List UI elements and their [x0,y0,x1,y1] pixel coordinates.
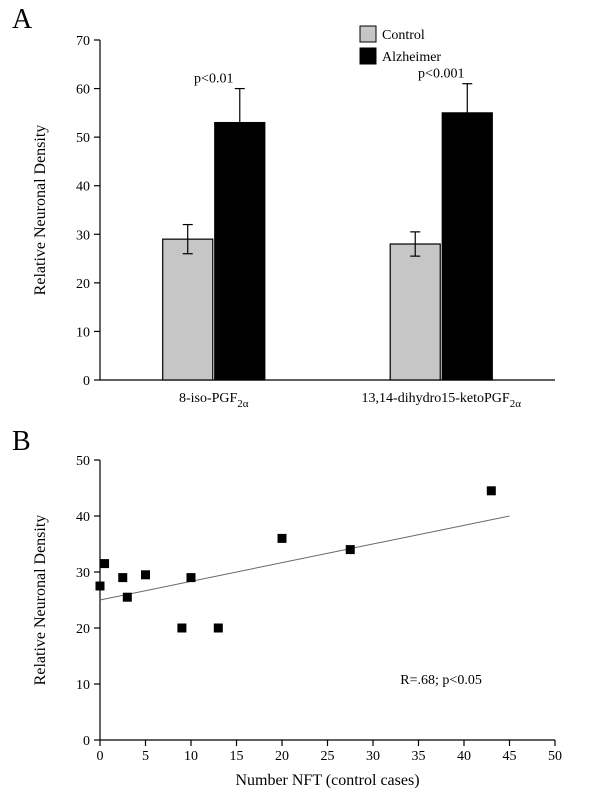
svg-text:35: 35 [412,749,426,764]
category-label-1: 13,14-dihydro15-ketoPGF2α [362,391,522,410]
pvalue-0: p<0.01 [194,72,233,87]
svg-text:5: 5 [142,749,149,764]
scatter-point-8 [278,534,287,543]
scatter-point-4 [141,570,150,579]
svg-text:Relative Neuronal Density: Relative Neuronal Density [32,125,49,296]
scatter-point-0 [96,582,105,591]
svg-text:25: 25 [321,749,335,764]
svg-text:20: 20 [76,622,90,637]
scatter-point-6 [187,573,196,582]
svg-text:10: 10 [76,678,90,693]
svg-text:Relative Neuronal Density: Relative Neuronal Density [32,515,49,686]
svg-text:30: 30 [76,228,90,243]
scatter-point-10 [487,486,496,495]
bar-control-1 [390,244,440,380]
correlation-annotation: R=.68; p<0.05 [400,673,482,688]
legend-label-alzheimer: Alzheimer [382,50,441,65]
svg-text:40: 40 [457,749,471,764]
svg-text:45: 45 [503,749,517,764]
category-label-0: 8-iso-PGF2α [179,391,249,410]
scatter-point-7 [214,624,223,633]
scatter-point-9 [346,545,355,554]
svg-text:10: 10 [184,749,198,764]
svg-text:10: 10 [76,325,90,340]
bar-alzheimer-1 [442,113,492,380]
pvalue-1: p<0.001 [418,67,464,82]
svg-text:30: 30 [366,749,380,764]
legend-swatch-control [360,26,376,42]
panel-b-scatter: 0 10 20 30 40 50 0 5 10 15 20 25 30 35 40 45 50 Relative … [0,420,600,800]
svg-text:60: 60 [76,83,90,98]
bar-control-0 [163,239,213,380]
svg-text:50: 50 [548,749,562,764]
regression-line [100,516,510,600]
svg-text:0: 0 [83,374,90,389]
svg-text:50: 50 [76,454,90,469]
bar-alzheimer-0 [215,123,265,380]
svg-text:20: 20 [76,277,90,292]
x-axis-title: Number NFT (control cases) [235,772,419,789]
svg-text:50: 50 [76,131,90,146]
legend-label-control: Control [382,28,425,43]
svg-text:40: 40 [76,180,90,195]
svg-text:0: 0 [83,734,90,749]
scatter-point-1 [100,559,109,568]
svg-text:30: 30 [76,566,90,581]
scatter-point-5 [177,624,186,633]
scatter-point-3 [123,593,132,602]
svg-text:70: 70 [76,34,90,49]
svg-text:15: 15 [230,749,244,764]
scatter-point-2 [118,573,127,582]
panel-a-barchart: 0 10 20 30 40 50 60 70 Relative Neuronal Density… [0,0,600,430]
legend-swatch-alzheimer [360,48,376,64]
svg-text:0: 0 [97,749,104,764]
svg-text:40: 40 [76,510,90,525]
svg-text:20: 20 [275,749,289,764]
